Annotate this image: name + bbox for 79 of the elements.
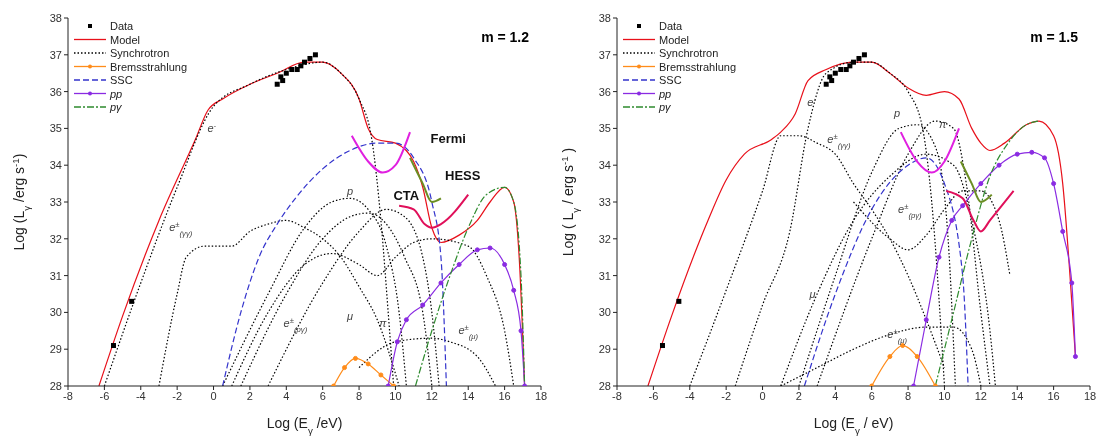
legend-label: Synchrotron xyxy=(110,47,170,59)
y-tick-label: 35 xyxy=(49,122,62,135)
x-tick-label: -8 xyxy=(612,389,622,402)
annotation: μ xyxy=(345,309,353,322)
x-tick-label: 10 xyxy=(938,389,951,402)
y-tick-label: 31 xyxy=(598,269,611,282)
x-tick-label: 4 xyxy=(832,389,839,402)
y-tick-label: 35 xyxy=(598,122,611,135)
x-tick-label: 18 xyxy=(534,389,548,402)
legend-label: Synchrotron xyxy=(659,47,719,59)
legend-label: pγ xyxy=(109,101,124,113)
annotation: μ xyxy=(808,287,816,300)
x-tick-label: -8 xyxy=(63,389,73,402)
annotation: Fermi xyxy=(430,131,466,147)
legend-label: Bremsstrahlung xyxy=(659,60,737,73)
text: m = 1.2 xyxy=(481,29,530,45)
annotation: HESS xyxy=(445,167,481,183)
x-tick-label: -6 xyxy=(648,389,659,402)
x-tick-label: 0 xyxy=(210,389,217,402)
x-tick-label: 12 xyxy=(425,389,438,402)
y-tick-label: 30 xyxy=(49,306,62,319)
y-tick-label: 32 xyxy=(49,232,62,245)
x-tick-label: 18 xyxy=(1083,389,1097,402)
y-tick-label: 31 xyxy=(49,269,62,282)
y-tick-label: 36 xyxy=(598,85,611,98)
x-tick-label: -6 xyxy=(99,389,110,402)
x-tick-label: 10 xyxy=(389,389,402,402)
annotation: CTA xyxy=(393,188,420,204)
x-tick-label: -2 xyxy=(172,389,183,402)
x-tick-label: 14 xyxy=(1011,389,1024,402)
x-tick-label: 14 xyxy=(462,389,475,402)
x-axis-title: Log (E$_{γ}$ / eV) xyxy=(813,415,894,436)
x-tick-label: -4 xyxy=(684,389,695,402)
y-tick-label: 37 xyxy=(598,48,611,61)
x-axis-title: Log (E$_{γ}$ /eV) xyxy=(266,415,343,436)
x-tick-label: 8 xyxy=(905,389,912,402)
y-tick-label: 32 xyxy=(598,232,611,245)
legend-label: Data xyxy=(110,20,135,32)
legend-label: pp xyxy=(109,87,123,100)
y-tick-label: 34 xyxy=(598,159,611,172)
y-tick-label: 33 xyxy=(49,195,62,208)
annotation: p xyxy=(893,107,901,120)
annotation: e$^{-}$ xyxy=(807,94,817,109)
y-tick-label: 28 xyxy=(49,379,62,392)
x-tick-label: 6 xyxy=(868,389,875,402)
x-tick-label: 4 xyxy=(283,389,290,402)
x-tick-label: 2 xyxy=(246,389,253,402)
x-tick-label: 6 xyxy=(319,389,326,402)
legend-label: Bremsstrahlung xyxy=(110,60,188,73)
y-tick-label: 28 xyxy=(598,379,611,392)
x-tick-label: 2 xyxy=(795,389,802,402)
y-tick-label: 29 xyxy=(49,343,62,356)
x-tick-label: 16 xyxy=(1047,389,1060,402)
y-tick-label: 36 xyxy=(49,85,62,98)
y-tick-label: 29 xyxy=(598,343,611,356)
legend-label: Model xyxy=(659,33,689,46)
legend-label: pp xyxy=(658,87,672,100)
legend-label: SSC xyxy=(110,74,133,86)
y-tick-label: 38 xyxy=(598,11,611,24)
annotation: π xyxy=(379,317,388,330)
legend-label: Data xyxy=(659,20,684,32)
annotation: e$^{-}$ xyxy=(207,120,217,135)
x-tick-label: 0 xyxy=(759,389,766,402)
x-tick-label: -4 xyxy=(135,389,146,402)
x-tick-label: 12 xyxy=(974,389,987,402)
x-tick-label: 8 xyxy=(356,389,363,402)
text: m = 1.5 xyxy=(1030,29,1079,45)
y-tick-label: 34 xyxy=(49,159,62,172)
y-tick-label: 38 xyxy=(49,11,62,24)
y-tick-label: 37 xyxy=(49,48,62,61)
legend-label: pγ xyxy=(658,101,673,113)
y-tick-label: 33 xyxy=(598,195,611,208)
x-tick-label: 16 xyxy=(498,389,511,402)
legend-label: Model xyxy=(110,33,140,46)
annotation: p xyxy=(345,184,354,197)
annotation: π xyxy=(938,118,947,131)
y-tick-label: 30 xyxy=(598,306,611,319)
legend-label: SSC xyxy=(659,74,682,86)
x-tick-label: -2 xyxy=(721,389,732,402)
